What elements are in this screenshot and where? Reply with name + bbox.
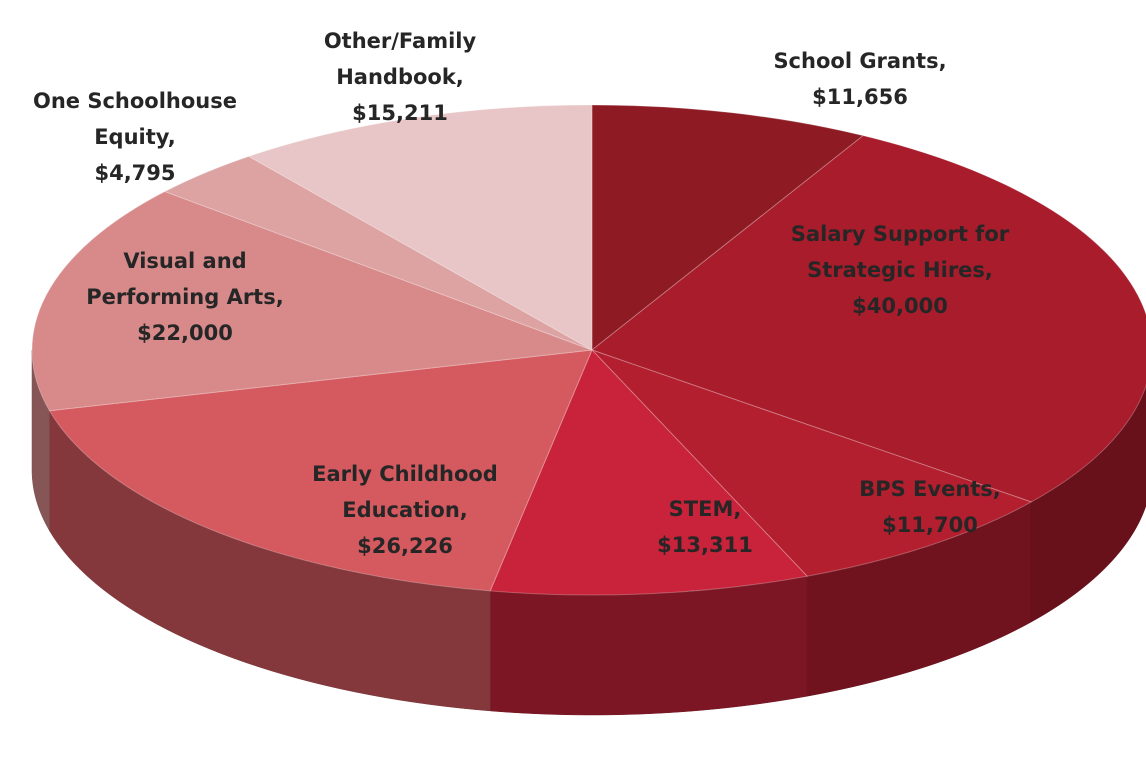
slice <box>489 349 809 596</box>
slice <box>163 155 593 351</box>
slice-side <box>489 575 808 716</box>
slice <box>48 349 593 592</box>
slice <box>247 104 593 351</box>
slice-label: Visual and Performing Arts, <box>86 249 283 309</box>
value-label: $4,795 <box>94 161 175 185</box>
value-label: $26,226 <box>357 534 453 558</box>
slice-label: School Grants, <box>773 49 946 73</box>
slice-label: One Schoolhouse Equity, <box>33 89 237 149</box>
slice-label: Other/Family Handbook, <box>324 29 477 89</box>
value-label: $22,000 <box>137 321 233 345</box>
value-label: $11,656 <box>812 85 908 109</box>
value-label: $15,211 <box>352 101 448 125</box>
slice <box>590 135 1146 503</box>
slice-label: Early Childhood Education, <box>312 462 498 522</box>
slice <box>31 191 593 412</box>
slice <box>591 104 865 352</box>
slice <box>591 349 1033 577</box>
value-label: $13,311 <box>657 533 753 557</box>
value-label: $40,000 <box>852 294 948 318</box>
slice-label: STEM, <box>669 497 742 521</box>
value-label: $11,700 <box>882 513 978 537</box>
slice-label: Salary Support for Strategic Hires, <box>791 222 1010 282</box>
slice-label: BPS Events, <box>859 477 1001 501</box>
